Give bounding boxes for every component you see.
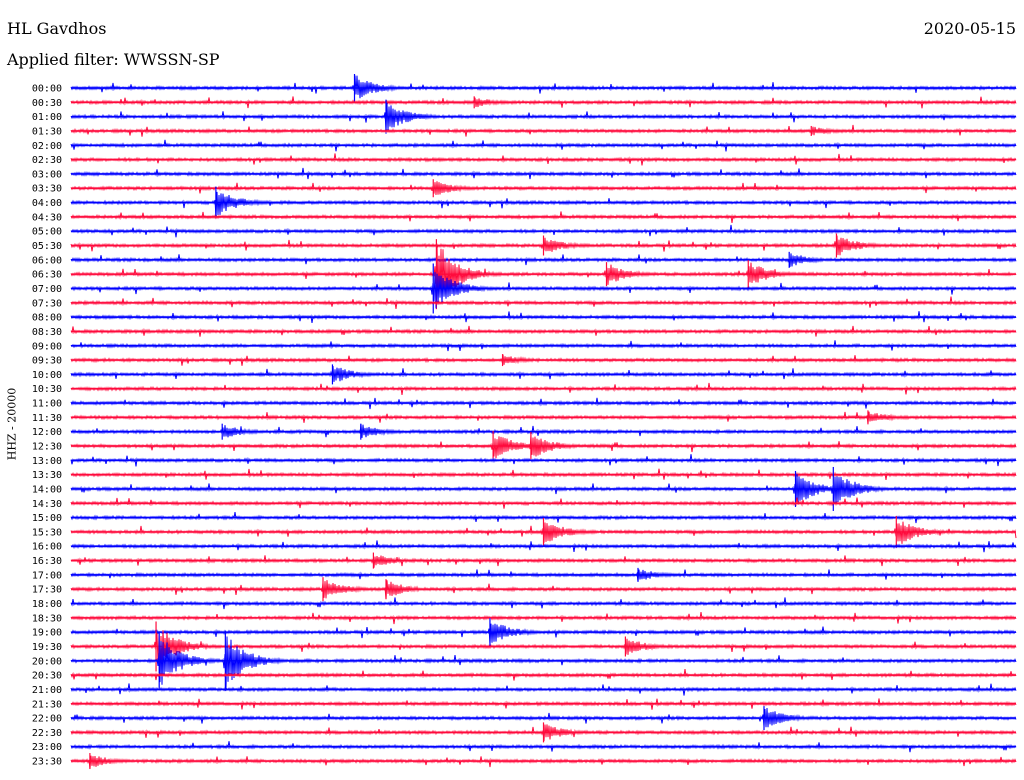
- trace-time-label: 13:30: [32, 470, 62, 481]
- trace-time-label: 05:00: [32, 227, 62, 238]
- trace-time-label: 08:00: [32, 313, 62, 324]
- trace-time-label: 07:00: [32, 284, 62, 295]
- trace-time-label: 23:30: [32, 757, 62, 768]
- trace-time-label: 16:30: [32, 556, 62, 567]
- seismic-trace: [70, 423, 1017, 438]
- trace-time-label: 06:30: [32, 270, 62, 281]
- station-title: HL Gavdhos: [7, 19, 107, 38]
- trace-time-label: 09:30: [32, 356, 62, 367]
- trace-time-label: 07:30: [32, 298, 62, 309]
- date-label: 2020-05-15: [923, 19, 1016, 38]
- trace-time-label: 13:00: [32, 456, 62, 467]
- trace-time-label: 17:00: [32, 570, 62, 581]
- trace-time-label: 01:00: [32, 112, 62, 123]
- trace-time-label: 20:00: [32, 656, 62, 667]
- trace-time-label: 04:30: [32, 212, 62, 223]
- trace-time-label: 16:00: [32, 542, 62, 553]
- filter-label: Applied filter: WWSSN-SP: [7, 50, 220, 69]
- seismic-trace: [70, 755, 1017, 769]
- trace-time-label: 01:30: [32, 126, 62, 137]
- seismic-trace: [70, 436, 1017, 459]
- trace-time-label: 19:00: [32, 628, 62, 639]
- trace-time-label: 02:00: [32, 141, 62, 152]
- trace-time-label: 06:00: [32, 255, 62, 266]
- trace-time-label: 00:30: [32, 98, 62, 109]
- trace-time-label: 15:00: [32, 513, 62, 524]
- trace-time-label: 12:30: [32, 442, 62, 453]
- trace-time-label: 00:00: [32, 84, 62, 95]
- trace-time-label: 12:00: [32, 427, 62, 438]
- trace-time-label: 18:30: [32, 613, 62, 624]
- trace-time-label: 21:30: [32, 699, 62, 710]
- trace-time-label: 09:00: [32, 341, 62, 352]
- trace-time-label: 10:00: [32, 370, 62, 381]
- trace-time-label: 02:30: [32, 155, 62, 166]
- trace-time-label: 10:30: [32, 384, 62, 395]
- trace-time-label: 18:00: [32, 599, 62, 610]
- trace-time-label: 11:00: [32, 399, 62, 410]
- trace-time-label: 14:30: [32, 499, 62, 510]
- seismic-trace: [70, 555, 1017, 568]
- trace-time-label: 03:30: [32, 184, 62, 195]
- seismic-trace: [70, 623, 1017, 644]
- trace-time-label: 22:30: [32, 728, 62, 739]
- seismic-trace: [70, 191, 1017, 219]
- trace-time-label: 05:30: [32, 241, 62, 252]
- trace-time-label: 14:00: [32, 484, 62, 495]
- trace-time-label: 11:30: [32, 413, 62, 424]
- trace-time-label: 21:00: [32, 685, 62, 696]
- trace-time-label: 04:00: [32, 198, 62, 209]
- trace-time-label: 23:00: [32, 742, 62, 753]
- trace-time-label: 20:30: [32, 671, 62, 682]
- trace-time-label: 08:30: [32, 327, 62, 338]
- trace-time-label: 17:30: [32, 585, 62, 596]
- trace-time-label: 15:30: [32, 527, 62, 538]
- seismic-trace: [70, 75, 1017, 99]
- trace-time-label: 19:30: [32, 642, 62, 653]
- trace-time-label: 03:00: [32, 169, 62, 180]
- trace-time-label: 22:00: [32, 714, 62, 725]
